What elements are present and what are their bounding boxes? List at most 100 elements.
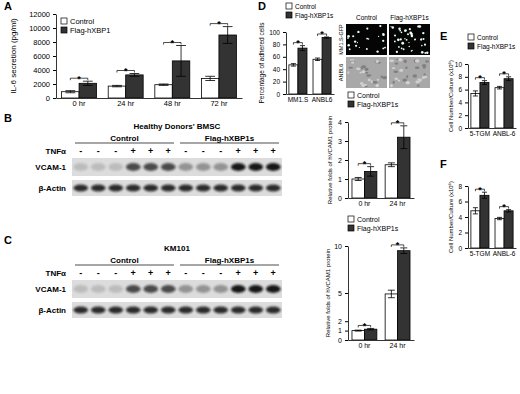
blot-band (248, 184, 263, 191)
error-bar (506, 210, 511, 212)
legend-swatch (286, 12, 292, 18)
significance-label: * (478, 185, 482, 195)
blot-band (178, 285, 193, 293)
y-tick-mark (53, 56, 56, 57)
error-bar (473, 91, 478, 96)
panel-letter: D (258, 0, 266, 12)
y-tick-mark (465, 202, 468, 203)
cell-texture (368, 79, 371, 82)
cell-texture (394, 62, 398, 64)
y-tick-label: 4000 (33, 66, 50, 75)
blot-band (73, 163, 88, 171)
cell-texture (389, 59, 394, 62)
cell-dot (421, 51, 424, 54)
y-tick-label: 4 (458, 214, 462, 221)
blot-band (73, 285, 88, 293)
cell-dot (366, 48, 368, 50)
bar (155, 85, 172, 98)
cell-texture (366, 75, 370, 77)
significance-label: * (320, 29, 324, 39)
y-tick-mark (283, 57, 286, 58)
x-tick: ANBL6 (312, 94, 333, 103)
y-tick-mark (345, 246, 348, 247)
significance-label: * (124, 66, 128, 76)
x-axis: 0 hr24 hr48 hr72 hr (57, 98, 243, 108)
bar (298, 48, 307, 94)
treatment-label: TNFα (46, 269, 67, 278)
panel-letter: B (4, 112, 12, 124)
legend: ControlFlag-hXBP1s (468, 34, 516, 51)
treatment-sign: - (114, 268, 117, 278)
y-tick: 10 (455, 61, 468, 68)
cell-dot (404, 38, 405, 39)
y-tick-label: 6000 (33, 52, 50, 61)
cell-texture (406, 81, 410, 84)
bar (495, 219, 504, 248)
treatment-sign: + (253, 146, 258, 156)
cell-texture (350, 60, 354, 63)
blot-band (248, 163, 263, 171)
blot-band (248, 306, 263, 313)
blot-band (231, 285, 246, 293)
error-bar (473, 208, 478, 214)
blot-band (178, 306, 193, 313)
microscopy-image (389, 24, 430, 55)
x-tick: 0 hr (73, 98, 86, 108)
microscopy-image (346, 24, 387, 55)
y-axis-line (468, 65, 469, 129)
cell-texture (423, 73, 425, 75)
cell-dot (407, 33, 409, 35)
y-tick-label: 80 (273, 41, 281, 48)
blot-row-label: VCAM-1 (35, 285, 66, 294)
cell-texture (373, 81, 376, 83)
blot-strip (72, 280, 282, 298)
y-tick-mark (53, 70, 56, 71)
blot-band (196, 306, 211, 313)
x-tick: ANBL-6 (493, 248, 516, 257)
y-tick-label: 1 (338, 327, 342, 334)
y-tick: 80 (273, 41, 286, 48)
cell-texture (348, 67, 353, 69)
y-tick: 0 (338, 195, 348, 202)
blot-band (213, 184, 228, 191)
y-tick-label: 0 (46, 94, 50, 103)
blot-band (126, 184, 141, 191)
cell-texture (351, 61, 354, 64)
legend-swatch (61, 27, 67, 33)
legend-item: Flag-hXBP1s (286, 12, 334, 20)
bar-chart: 02468105-TGMANBL-6Cell Number/Culture (x… (448, 34, 517, 137)
cell-texture (398, 79, 400, 81)
y-tick: 1 (338, 176, 348, 183)
y-axis-line (348, 247, 349, 341)
error-bar (159, 84, 169, 85)
legend-label: Flag-hXBP1s (295, 12, 334, 20)
blot-group-line (75, 265, 174, 266)
cell-dot (394, 41, 396, 43)
bar (126, 75, 143, 98)
bar (480, 195, 489, 248)
y-tick: 10 (334, 243, 348, 250)
bar-chart: 020406080100MM1.SANBL6Percentage of adhe… (258, 3, 335, 103)
blot-group-label: Flag-hXBP1s (205, 256, 255, 265)
bar (364, 329, 376, 340)
y-tick-label: 8 (458, 73, 462, 80)
x-tick: 5-TGM (470, 128, 490, 137)
y-tick-mark (465, 64, 468, 65)
y-tick-mark (53, 28, 56, 29)
blot-band (91, 285, 106, 293)
cell-texture (417, 79, 422, 81)
legend-swatch (348, 216, 354, 222)
y-tick: 2 (458, 112, 468, 119)
blot-band (126, 306, 141, 313)
cell-dot (404, 30, 406, 32)
bar (322, 38, 331, 94)
blot-band (178, 163, 193, 171)
significance-label: * (396, 118, 400, 128)
cell-dot (368, 38, 370, 40)
y-tick-label: 1 (338, 176, 342, 183)
y-tick: 100 (269, 29, 286, 36)
y-tick-label: 20 (273, 78, 281, 85)
blot-band (161, 163, 176, 171)
cell-texture (405, 67, 407, 69)
treatment-sign: - (184, 146, 187, 156)
